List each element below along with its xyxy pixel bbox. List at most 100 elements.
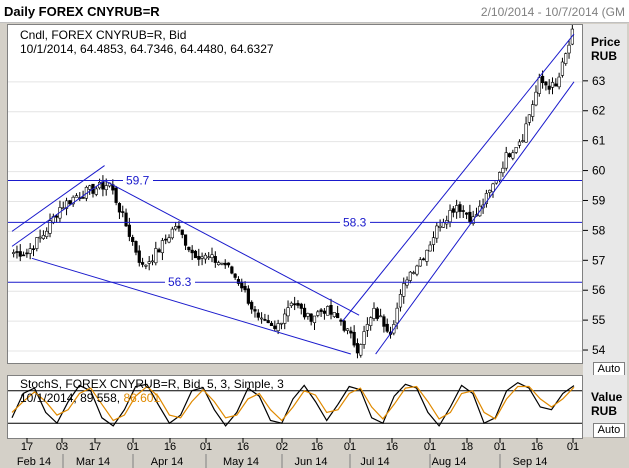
trend-line bbox=[104, 180, 360, 316]
candle-body bbox=[408, 271, 412, 281]
candle-body bbox=[461, 210, 465, 212]
candle-body bbox=[521, 140, 525, 142]
time-axis-day-label: 16 bbox=[237, 441, 249, 453]
candle-body bbox=[15, 251, 19, 253]
time-axis-day-label: 01 bbox=[127, 441, 139, 453]
candle-body bbox=[441, 222, 446, 228]
candle-body bbox=[74, 195, 79, 198]
candle-body bbox=[243, 285, 247, 291]
candle-body bbox=[207, 256, 211, 259]
date-range: 2/10/2014 - 10/7/2014 (GM bbox=[480, 5, 625, 19]
price-axis[interactable]: Price RUB 54 55 56 57 58 59 60 61 62 63 bbox=[583, 24, 627, 376]
price-axis-label: 56 bbox=[592, 283, 606, 297]
candle-body bbox=[263, 319, 267, 321]
candle-body bbox=[269, 322, 274, 327]
candle-body bbox=[504, 152, 508, 169]
candle-body bbox=[150, 260, 155, 263]
candle-body bbox=[293, 303, 297, 306]
stochastic-chart[interactable] bbox=[8, 376, 582, 438]
candle-body bbox=[306, 313, 310, 317]
candle-body bbox=[276, 323, 280, 332]
value-axis-unit: RUB bbox=[591, 404, 617, 418]
price-panel[interactable]: 59.7 58.3 56.3 Cndl, FOREX CNYRUB=R, Bid 1… bbox=[7, 23, 583, 364]
candle-body bbox=[223, 262, 227, 266]
trend-line bbox=[11, 180, 105, 247]
candle-body bbox=[296, 302, 300, 306]
candle-body bbox=[498, 172, 502, 181]
candle-body bbox=[329, 305, 333, 315]
candle-body bbox=[567, 44, 571, 54]
candle-body bbox=[45, 230, 49, 237]
time-axis-day-label: 16 bbox=[164, 441, 176, 453]
candle-body bbox=[339, 319, 343, 322]
candle-body bbox=[127, 224, 131, 237]
candle-body bbox=[537, 77, 541, 94]
candle-body bbox=[524, 123, 528, 143]
candle-body bbox=[246, 288, 250, 304]
candle-body bbox=[104, 185, 108, 191]
candle-body bbox=[117, 203, 122, 213]
level-label-59.7: 59.7 bbox=[126, 174, 150, 188]
candle-body bbox=[131, 237, 135, 242]
candle-body bbox=[332, 312, 336, 317]
candle-body bbox=[336, 313, 340, 319]
candle-body bbox=[501, 167, 505, 174]
candle-body bbox=[134, 241, 138, 253]
candle-body bbox=[547, 85, 551, 90]
trend-line bbox=[342, 33, 575, 322]
price-auto-button[interactable]: Auto bbox=[593, 362, 625, 377]
candle-body bbox=[514, 147, 518, 153]
candle-body bbox=[183, 234, 188, 246]
candle-body bbox=[121, 211, 125, 213]
value-auto-button[interactable]: Auto bbox=[593, 423, 625, 438]
candle-body bbox=[157, 249, 161, 253]
stoch-legend-date: 10/1/2014, bbox=[20, 391, 77, 405]
stochastic-panel[interactable]: StochS, FOREX CNYRUB=R, Bid, 5, 3, Simpl… bbox=[7, 375, 583, 439]
price-axis-ticks: 54 55 56 57 58 59 60 61 62 63 bbox=[583, 74, 606, 357]
candle-body bbox=[273, 325, 277, 329]
candle-body bbox=[55, 215, 59, 218]
time-axis-day-label: 01 bbox=[424, 441, 436, 453]
candle-body bbox=[355, 343, 360, 354]
candle-body bbox=[18, 251, 22, 257]
candle-body bbox=[435, 225, 439, 239]
chart-title: Daily FOREX CNYRUB=R bbox=[4, 4, 160, 19]
candle-body bbox=[144, 264, 148, 267]
candle-body bbox=[458, 204, 462, 212]
candle-body bbox=[12, 252, 16, 254]
candle-body bbox=[484, 193, 488, 204]
price-legend-series: Cndl, FOREX CNYRUB=R, Bid bbox=[20, 28, 187, 42]
candle-body bbox=[517, 141, 522, 146]
candle-body bbox=[362, 331, 366, 345]
candle-body bbox=[140, 262, 145, 265]
candle-body bbox=[464, 212, 469, 215]
candle-body bbox=[174, 226, 178, 230]
candle-body bbox=[322, 310, 327, 314]
candle-body bbox=[415, 265, 419, 275]
candle-body bbox=[468, 211, 472, 222]
candle-body bbox=[557, 76, 561, 88]
candle-body bbox=[213, 256, 217, 263]
time-axis-day-label: 18 bbox=[461, 441, 473, 453]
price-chart[interactable]: 59.7 58.3 56.3 bbox=[8, 23, 582, 363]
candle-body bbox=[210, 254, 214, 258]
candle-body bbox=[25, 252, 29, 255]
candle-body bbox=[137, 250, 141, 263]
candle-body bbox=[349, 330, 353, 334]
value-axis-title: Value bbox=[591, 390, 623, 404]
trend-line bbox=[31, 257, 351, 355]
candle-body bbox=[431, 237, 436, 245]
time-axis-day-label: 17 bbox=[21, 441, 33, 453]
candle-body bbox=[375, 308, 379, 319]
candle-body bbox=[326, 306, 330, 316]
candle-body bbox=[550, 82, 555, 88]
candle-body bbox=[491, 183, 495, 193]
candle-body bbox=[236, 278, 241, 284]
candle-body bbox=[283, 313, 287, 324]
candle-body bbox=[507, 153, 512, 158]
candle-body bbox=[455, 205, 459, 213]
time-axis[interactable]: 17 03 17 01 16 01 16 02 16 01 16 01 18 01 16 01 Feb 14 Ma… bbox=[0, 438, 629, 468]
time-axis-month-label: Aug 14 bbox=[432, 456, 467, 468]
price-axis-label: 61 bbox=[592, 134, 606, 148]
trend-line bbox=[375, 81, 575, 355]
